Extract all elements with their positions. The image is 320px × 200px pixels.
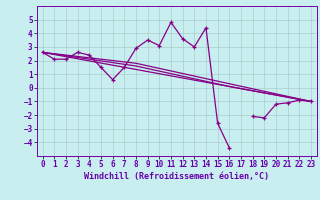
X-axis label: Windchill (Refroidissement éolien,°C): Windchill (Refroidissement éolien,°C) bbox=[84, 172, 269, 181]
